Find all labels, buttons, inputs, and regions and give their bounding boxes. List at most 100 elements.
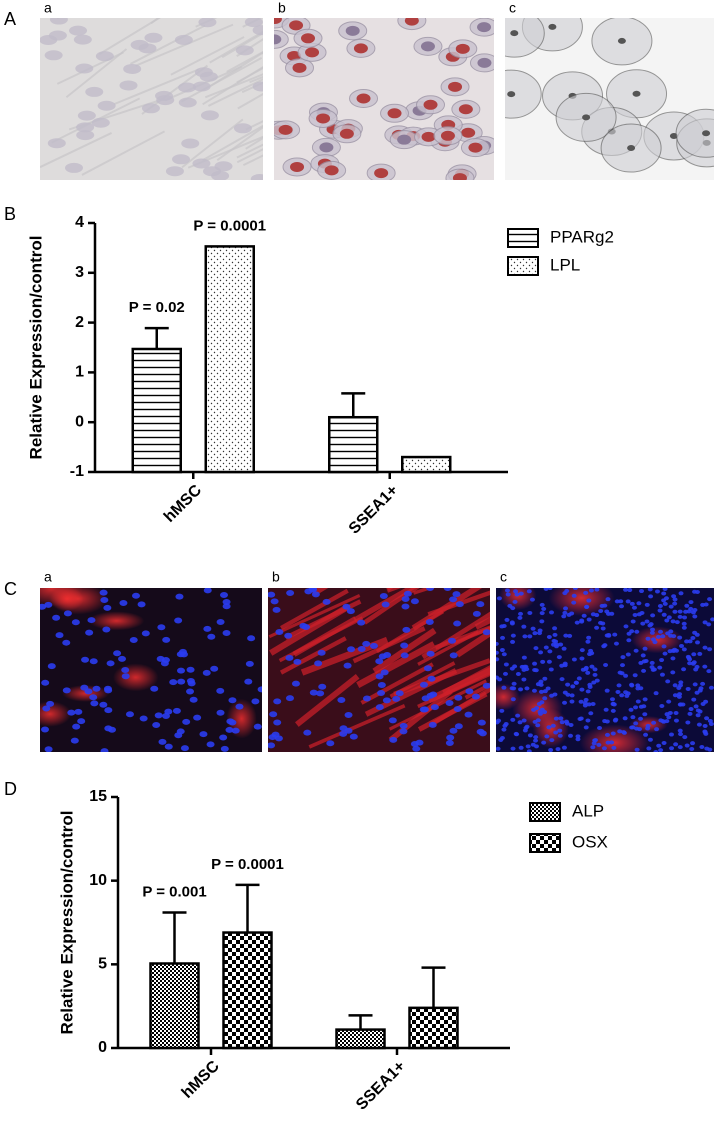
nucleus — [583, 725, 589, 730]
nucleus — [155, 90, 174, 101]
y-tick-label: 2 — [75, 314, 84, 331]
nucleus — [692, 614, 698, 619]
nucleus — [615, 689, 621, 694]
fiber — [40, 132, 113, 169]
nucleus — [102, 626, 111, 633]
nucleus — [44, 50, 63, 61]
nucleus — [557, 728, 563, 733]
nucleus — [253, 723, 262, 730]
nucleus — [626, 638, 632, 643]
nucleus — [538, 689, 544, 694]
nucleus — [543, 645, 549, 650]
lipid — [301, 33, 316, 44]
lipid — [397, 134, 412, 145]
nucleus — [542, 710, 548, 715]
nucleus — [558, 716, 564, 721]
micrographs — [40, 18, 714, 752]
nucleus — [77, 110, 96, 121]
nucleus — [401, 603, 410, 610]
nucleus — [672, 609, 678, 614]
y-tick-label: -1 — [70, 463, 84, 480]
nucleus — [591, 680, 597, 685]
nucleus — [559, 720, 565, 725]
nucleus — [521, 677, 527, 682]
nucleus — [518, 745, 524, 750]
nucleus — [668, 732, 674, 737]
nucleus — [569, 611, 575, 616]
nucleus — [687, 711, 693, 716]
nucleus — [527, 634, 533, 639]
nucleus — [676, 685, 682, 690]
nucleus — [225, 726, 234, 733]
nucleus — [662, 601, 668, 606]
nucleus — [503, 722, 509, 727]
p-value: P = 0.0001 — [211, 856, 284, 873]
nucleus — [496, 641, 499, 646]
nucleus — [186, 666, 195, 673]
nucleus — [496, 675, 500, 680]
nucleus — [73, 34, 92, 45]
nucleus — [707, 597, 713, 602]
nucleus — [210, 665, 219, 672]
fiber — [202, 124, 263, 162]
nucleus — [501, 727, 507, 732]
bar — [149, 962, 200, 1050]
nucleus — [389, 736, 398, 743]
nucleus — [672, 693, 678, 698]
lipid — [374, 168, 389, 179]
nucleus — [538, 679, 544, 684]
micrograph-content — [40, 588, 262, 752]
nucleus — [172, 154, 191, 165]
nucleus — [639, 589, 645, 594]
nucleus — [619, 604, 625, 609]
nucleus — [702, 664, 708, 669]
nucleus — [681, 647, 687, 652]
nucleus — [692, 682, 698, 687]
nucleus — [632, 673, 638, 678]
nucleus — [634, 747, 640, 752]
y-tick-label: 3 — [75, 264, 84, 281]
lipid — [356, 93, 371, 104]
lipid — [458, 104, 473, 115]
nucleus — [119, 599, 128, 606]
nucleus — [549, 693, 555, 698]
fiber — [311, 588, 329, 597]
nucleus — [464, 711, 473, 718]
nucleus — [555, 747, 561, 752]
nucleus — [638, 716, 644, 721]
lipid — [292, 62, 307, 73]
nucleus — [496, 596, 502, 601]
nucleus — [691, 652, 697, 657]
nucleus — [572, 588, 578, 591]
nucleus — [178, 97, 197, 108]
y-tick-label: 5 — [98, 956, 107, 973]
nucleus — [553, 730, 559, 735]
nucleus — [174, 34, 193, 45]
nucleus — [563, 606, 569, 611]
nucleus — [521, 624, 527, 629]
nucleus — [627, 145, 636, 152]
nucleus — [646, 746, 652, 751]
nucleus — [546, 725, 552, 730]
y-tick-label: 4 — [75, 214, 84, 231]
bar — [328, 415, 379, 474]
nucleus — [477, 719, 486, 726]
nucleus — [235, 45, 254, 56]
nucleus — [388, 717, 397, 724]
nucleus — [641, 704, 647, 709]
nucleus — [104, 707, 113, 714]
nucleus — [583, 665, 589, 670]
lipid — [339, 128, 354, 139]
fiber — [292, 616, 358, 657]
nucleus — [400, 652, 409, 659]
nucleus — [605, 597, 611, 602]
nucleus — [552, 632, 558, 637]
y-tick-label: 0 — [98, 1039, 107, 1056]
nucleus — [381, 601, 390, 608]
nucleus — [177, 678, 186, 685]
nucleus — [610, 702, 616, 707]
nucleus — [662, 588, 668, 592]
nucleus — [164, 743, 173, 750]
lipid — [289, 20, 304, 31]
nucleus — [90, 700, 99, 707]
